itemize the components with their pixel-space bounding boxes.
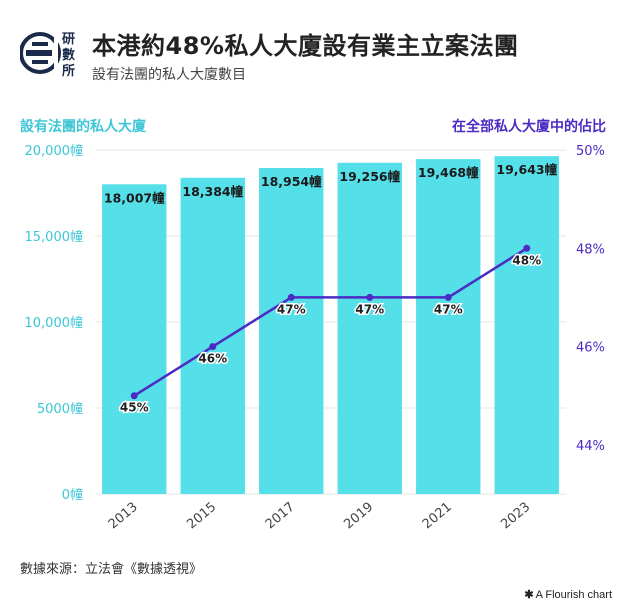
- percentage-line: [133, 247, 528, 397]
- line-point: [130, 392, 138, 400]
- right-axis-tick-label: 44%: [576, 439, 605, 454]
- x-axis-tick-label: 2019: [341, 500, 376, 533]
- right-axis-tick-label: 46%: [576, 341, 605, 356]
- right-axis-tick-label: 48%: [576, 242, 605, 257]
- bar-value-label: 18,384幢: [182, 184, 243, 199]
- left-axis-tick-label: 5000幢: [37, 401, 83, 417]
- bar: [259, 167, 324, 494]
- flourish-credit[interactable]: ✱ A Flourish chart: [524, 588, 612, 601]
- x-axis-tick-label: 2023: [498, 500, 533, 533]
- right-axis-title: 在全部私人大廈中的佔比: [452, 119, 606, 135]
- chart-subtitle: 設有法團的私人大廈數目: [92, 67, 246, 83]
- bar: [337, 162, 402, 494]
- line-value-label: 47%: [434, 302, 463, 316]
- line-point: [523, 244, 531, 252]
- line-value-label: 47%: [277, 302, 306, 316]
- x-axis-tick-label: 2013: [106, 500, 141, 533]
- line-point: [287, 293, 295, 301]
- logo-char-1: 研: [62, 32, 75, 47]
- left-axis-title: 設有法團的私人大廈: [20, 119, 146, 135]
- bar-value-label: 19,256幢: [339, 169, 400, 184]
- right-axis-tick-label: 50%: [576, 144, 605, 159]
- bar-value-label: 19,468幢: [418, 165, 479, 180]
- bar: [102, 184, 167, 494]
- left-axis-tick-label: 0幢: [62, 487, 83, 503]
- bar: [416, 159, 481, 495]
- bar: [180, 177, 245, 494]
- left-axis-tick-label: 15,000幢: [25, 229, 84, 245]
- data-source-note: 數據來源：立法會《數據透視》: [20, 562, 203, 577]
- line-point: [209, 343, 217, 351]
- line-value-label: 48%: [512, 253, 541, 267]
- bar-value-label: 19,643幢: [496, 162, 557, 177]
- bar-value-label: 18,954幢: [261, 174, 322, 189]
- left-axis-tick-label: 20,000幢: [25, 143, 84, 159]
- left-axis-tick-label: 10,000幢: [25, 315, 84, 331]
- chart-title: 本港約48%私人大廈設有業主立案法團: [92, 32, 519, 60]
- bar-value-label: 18,007幢: [104, 190, 165, 205]
- line-point: [444, 293, 452, 301]
- x-axis-tick-label: 2015: [184, 500, 219, 533]
- line-value-label: 46%: [198, 352, 227, 366]
- logo-char-2: 數: [62, 47, 75, 63]
- x-axis-tick-label: 2021: [420, 500, 455, 533]
- credit-label: A Flourish chart: [535, 589, 612, 601]
- logo-char-3: 所: [62, 63, 75, 79]
- x-axis-tick-label: 2017: [263, 500, 298, 533]
- line-value-label: 45%: [120, 401, 149, 415]
- bar: [494, 156, 559, 495]
- asterisk-icon: ✱: [524, 589, 534, 601]
- brand-logo: 研 數 所: [19, 24, 84, 82]
- line-point: [366, 293, 374, 301]
- line-value-label: 47%: [355, 302, 384, 316]
